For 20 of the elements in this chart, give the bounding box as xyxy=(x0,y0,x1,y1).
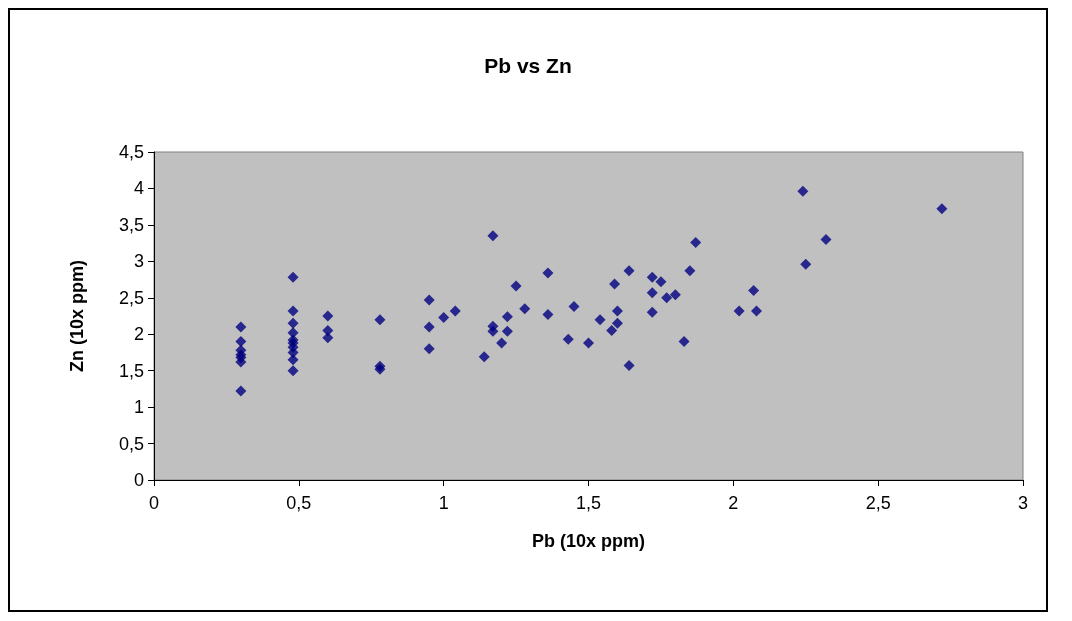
y-tick-label: 4,5 xyxy=(118,142,144,162)
y-tick-label: 2 xyxy=(133,324,144,345)
y-tick-label: 1,5 xyxy=(118,360,144,381)
x-tick-label: 0 xyxy=(148,493,160,513)
x-tick-label: 1 xyxy=(438,493,449,513)
y-tick-label: 3 xyxy=(133,251,144,272)
y-tick-label: 0,5 xyxy=(118,433,144,454)
y-tick-label: 1 xyxy=(133,397,144,418)
chart-title: Pb vs Zn xyxy=(484,54,572,77)
y-tick-label: 3,5 xyxy=(118,214,144,235)
y-tick-label: 0 xyxy=(133,470,144,490)
x-tick-label: 2 xyxy=(728,493,739,513)
x-tick-label: 0,5 xyxy=(286,493,312,513)
y-tick-label: 2,5 xyxy=(118,287,144,308)
x-tick-label: 3 xyxy=(1017,493,1029,513)
y-axis-title: Zn (10x ppm) xyxy=(67,259,87,373)
x-tick-label: 1,5 xyxy=(575,493,602,513)
x-tick-label: 2,5 xyxy=(865,493,891,513)
x-axis-title: Pb (10x ppm) xyxy=(531,531,646,551)
y-tick-label: 4 xyxy=(133,178,144,199)
